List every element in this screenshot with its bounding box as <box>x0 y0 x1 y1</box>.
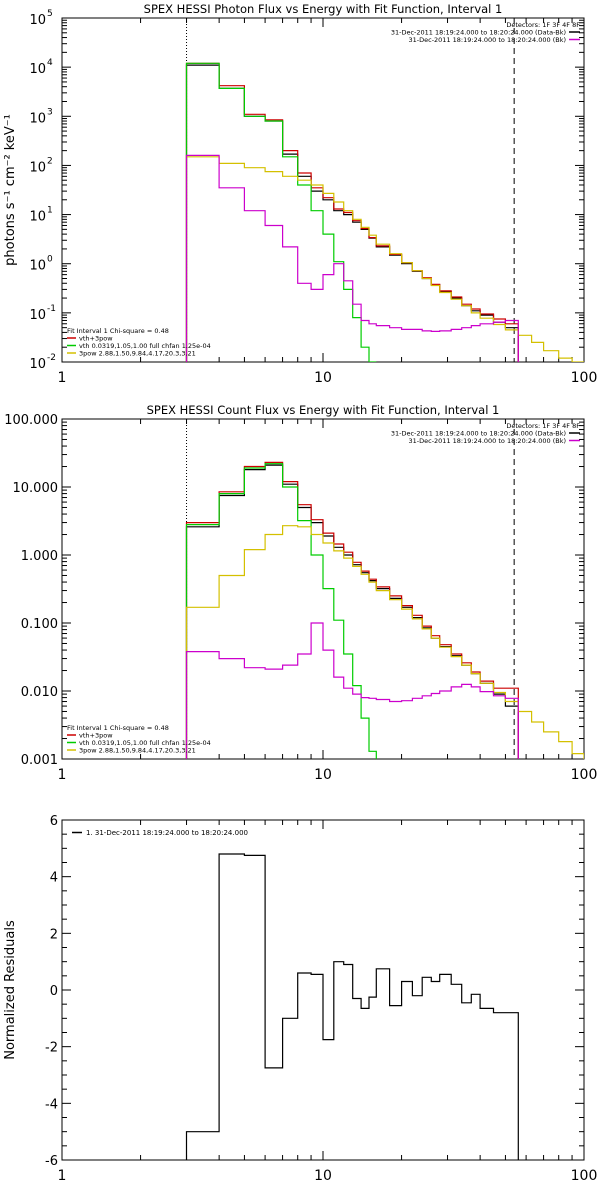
x-tick-label: 100 <box>571 767 598 783</box>
chart-panel-3: 1 10 100 -6 -4 -2 0 2 4 6 Normalized Residuals 1. 3… <box>3 814 597 1184</box>
chart-panel-1: SPEX HESSI Photon Flux vs Energy with Fi… <box>3 2 597 386</box>
data-layer <box>185 853 519 1160</box>
series-5-line <box>185 154 519 362</box>
legend-entry: vth 0.0319,1.05,1.00 full chfan 1.25e-04 <box>79 739 211 747</box>
y-tick-label: 100.000 <box>4 413 58 428</box>
y-tick-exponent: 1 <box>47 206 53 216</box>
y-tick-label: 10.000 <box>13 481 59 496</box>
y-tick-label: 10 <box>29 259 46 274</box>
x-tick-label: 10 <box>314 1168 332 1184</box>
legend-entry: vth 0.0319,1.05,1.00 full chfan 1.25e-04 <box>79 342 211 350</box>
legend-entry: vth+3pow <box>79 732 113 740</box>
y-tick-label: 4 <box>50 871 58 886</box>
y-tick-label: 0 <box>50 984 58 999</box>
y-tick-label: -4 <box>45 1097 58 1112</box>
y-tick-label: 1.000 <box>21 549 58 564</box>
y-tick-label: 10 <box>29 210 46 225</box>
header-line: 31-Dec-2011 18:19:24.000 to 18:20:24.000… <box>391 29 566 37</box>
x-tick-label: 10 <box>314 767 332 783</box>
series-4-line <box>185 156 584 362</box>
y-tick-label: 0.001 <box>21 753 58 768</box>
y-tick-label: 10 <box>29 62 46 77</box>
y-axis-label: photons s⁻¹ cm⁻² keV⁻¹ <box>3 114 18 266</box>
series-3-line <box>185 62 377 362</box>
series-1-line <box>185 464 519 759</box>
legend-entry: Fit Interval 1 Chi-square = 0.48 <box>67 724 169 732</box>
legend-entry: vth+3pow <box>79 335 113 343</box>
y-tick-label: 0.100 <box>21 617 58 632</box>
x-tick-label: 1 <box>58 370 67 386</box>
legend-entry: 3pow 2.88,1.50,9.84,4.17,20.3,3.21 <box>79 747 196 755</box>
y-axis-label: Normalized Residuals <box>3 920 18 1060</box>
series-3-line <box>185 463 377 759</box>
y-tick-exponent: -1 <box>47 304 56 314</box>
x-tick-label: 10 <box>314 370 332 386</box>
y-tick-exponent: 0 <box>47 255 53 265</box>
y-tick-label: 0.010 <box>21 685 58 700</box>
header-line: 31-Dec-2011 18:19:24.000 to 18:20:24.000… <box>409 36 567 44</box>
y-tick-exponent: 3 <box>47 107 53 117</box>
y-tick-exponent: 2 <box>47 156 53 166</box>
y-tick-label: 10 <box>29 160 46 175</box>
legend-entry: Fit Interval 1 Chi-square = 0.48 <box>67 327 169 335</box>
x-tick-label: 1 <box>58 1168 67 1184</box>
y-tick-label: 10 <box>29 308 46 323</box>
series-4-line <box>185 525 584 759</box>
y-tick-label: 2 <box>50 927 58 942</box>
x-tick-label: 1 <box>58 767 67 783</box>
data-layer <box>185 62 584 362</box>
series-5-line <box>185 622 519 759</box>
y-tick-label: -6 <box>45 1154 58 1169</box>
y-tick-label: 6 <box>50 814 58 829</box>
x-tick-label: 100 <box>571 370 598 386</box>
chart-title: SPEX HESSI Count Flux vs Energy with Fit… <box>147 403 500 417</box>
data-layer <box>185 461 584 759</box>
y-tick-label: 10 <box>29 13 46 28</box>
chart-panel-2: SPEX HESSI Count Flux vs Energy with Fit… <box>4 403 597 783</box>
series-1-line <box>185 853 519 1160</box>
legend-entry: 3pow 2.88,1.50,9.84,4.17,20.3,3.21 <box>79 350 196 358</box>
y-tick-exponent: 5 <box>47 9 53 19</box>
legend-entry: 1. 31-Dec-2011 18:19:24.000 to 18:20:24.… <box>86 829 248 837</box>
header-line: 31-Dec-2011 18:19:24.000 to 18:20:24.000… <box>409 437 567 445</box>
header-line: Detectors: 1F 3F 4F 8F <box>506 422 580 430</box>
y-tick-label: -2 <box>45 1041 58 1056</box>
y-tick-exponent: 4 <box>47 58 53 68</box>
y-tick-exponent: -2 <box>47 353 56 363</box>
y-tick-label: 10 <box>29 357 46 372</box>
series-2-line <box>185 461 519 759</box>
x-tick-label: 100 <box>571 1168 598 1184</box>
header-line: 31-Dec-2011 18:19:24.000 to 18:20:24.000… <box>391 430 566 438</box>
header-line: Detectors: 1F 3F 4F 8F <box>506 21 580 29</box>
y-tick-label: 10 <box>29 111 46 126</box>
chart-title: SPEX HESSI Photon Flux vs Energy with Fi… <box>144 2 503 16</box>
